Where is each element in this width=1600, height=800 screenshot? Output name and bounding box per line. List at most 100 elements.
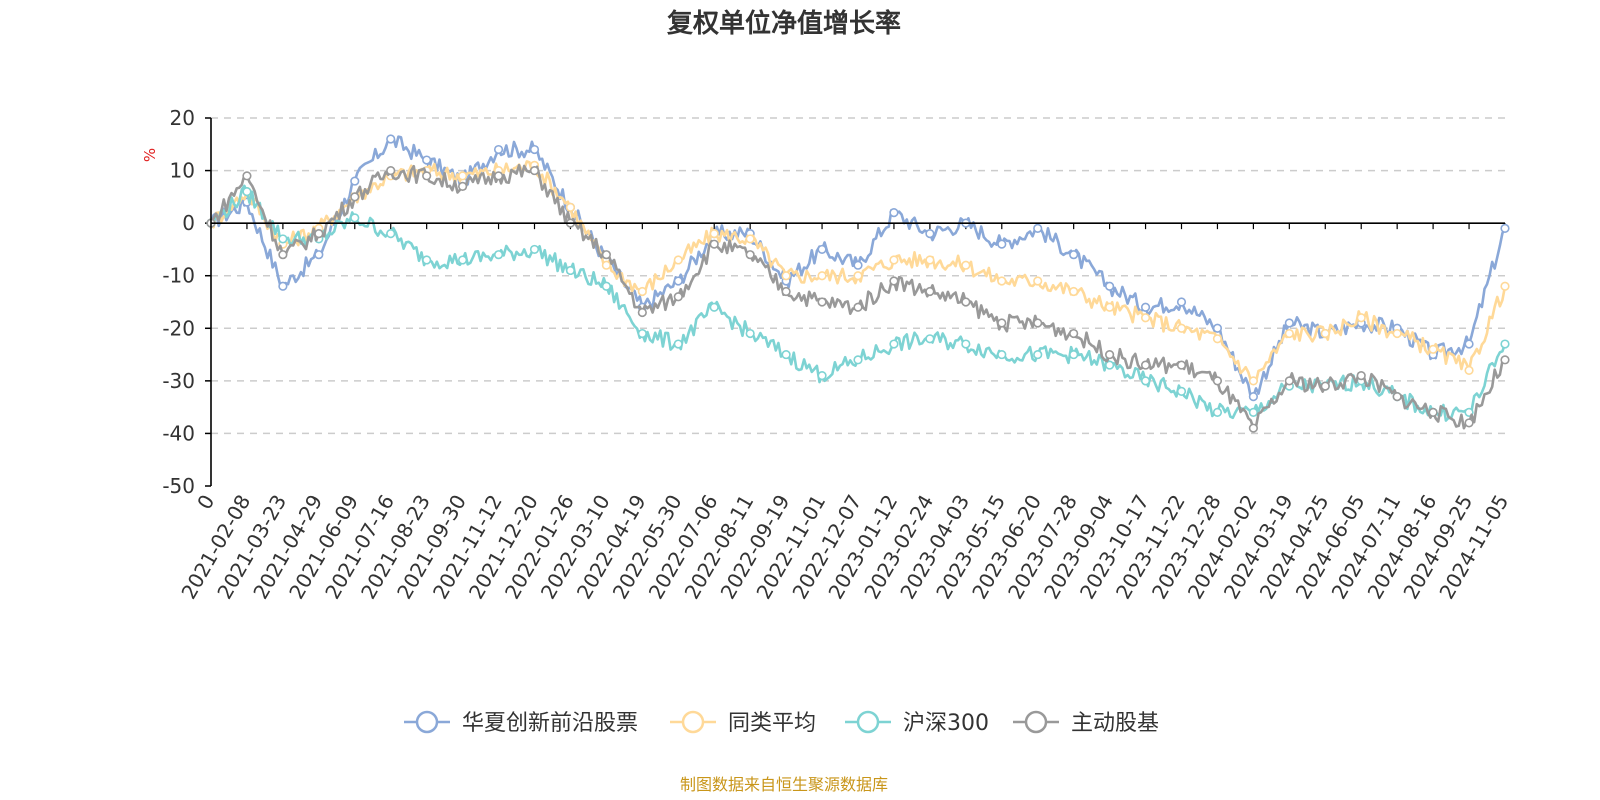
- data-point: [386, 165, 396, 176]
- data-point: [673, 339, 683, 349]
- data-point: [1033, 223, 1043, 233]
- data-point: [529, 165, 540, 176]
- data-point: [1248, 407, 1258, 418]
- data-point: [673, 292, 683, 302]
- data-point: [709, 229, 719, 239]
- data-point: [601, 250, 611, 260]
- y-tick-label: 10: [170, 159, 195, 183]
- data-point: [458, 181, 468, 191]
- data-point: [1212, 323, 1223, 333]
- legend: 华夏创新前沿股票 同类平均 沪深300 主动股基: [404, 710, 1159, 736]
- axes: [210, 118, 1505, 486]
- data-point: [278, 234, 288, 244]
- data-point: [853, 260, 863, 270]
- data-point: [1033, 276, 1043, 286]
- data-point: [1356, 371, 1366, 381]
- data-point: [1428, 407, 1438, 418]
- data-point: [1212, 407, 1223, 418]
- data-point: [637, 328, 647, 339]
- data-point: [1464, 418, 1474, 428]
- legend-label[interactable]: 同类平均: [728, 711, 816, 736]
- legend-swatch-marker: [856, 710, 880, 734]
- data-point: [1069, 250, 1079, 260]
- data-point: [1105, 349, 1115, 360]
- y-tick-label: -40: [162, 421, 195, 445]
- y-tick-label: -20: [162, 316, 195, 340]
- data-point: [709, 302, 719, 312]
- data-point: [1464, 339, 1474, 349]
- data-point: [422, 255, 432, 265]
- data-point: [961, 297, 971, 307]
- data-point: [1284, 328, 1294, 339]
- data-point: [1069, 286, 1079, 297]
- data-point: [1500, 339, 1510, 349]
- data-point: [493, 250, 504, 260]
- data-point: [386, 229, 396, 239]
- data-point: [781, 349, 791, 360]
- series-lines: [206, 134, 1510, 433]
- data-point: [1069, 349, 1079, 360]
- data-point: [458, 255, 468, 265]
- data-point: [817, 271, 827, 281]
- data-point: [565, 202, 576, 212]
- data-point: [997, 239, 1007, 249]
- data-point: [1176, 386, 1187, 396]
- data-point: [1428, 344, 1438, 354]
- data-point: [925, 286, 935, 297]
- data-point: [997, 318, 1007, 328]
- data-point: [1140, 313, 1151, 323]
- data-point: [350, 192, 360, 202]
- data-point: [1284, 318, 1294, 328]
- data-point: [1176, 323, 1187, 333]
- data-point: [1212, 376, 1223, 386]
- data-point: [278, 281, 288, 291]
- chart-title: 复权单位净值增长率: [667, 8, 901, 39]
- data-point: [422, 155, 432, 165]
- data-point: [1140, 376, 1151, 386]
- data-point: [961, 260, 971, 270]
- legend-label[interactable]: 主动股基: [1071, 711, 1159, 736]
- data-point: [529, 244, 540, 255]
- data-point: [889, 255, 899, 265]
- data-point: [817, 371, 827, 381]
- legend-swatch-marker: [681, 710, 705, 734]
- y-tick-label: 20: [170, 106, 195, 130]
- data-point: [601, 260, 611, 270]
- legend-swatch-marker: [1024, 710, 1048, 734]
- legend-label[interactable]: 华夏创新前沿股票: [462, 711, 638, 736]
- data-point: [637, 286, 647, 297]
- legend-swatch-marker: [415, 710, 439, 734]
- data-point: [493, 171, 504, 181]
- data-point: [853, 302, 863, 312]
- data-point: [1392, 328, 1402, 339]
- data-point: [745, 250, 755, 260]
- data-point: [1105, 281, 1115, 291]
- y-tick-label: 0: [182, 211, 195, 235]
- source-note: 制图数据来自恒生聚源数据库: [680, 775, 888, 794]
- data-point: [1105, 302, 1115, 312]
- data-point: [925, 229, 935, 239]
- data-point: [745, 234, 755, 244]
- legend-label[interactable]: 沪深300: [903, 711, 989, 736]
- data-point: [673, 255, 683, 265]
- x-tick-label: 0: [192, 491, 219, 514]
- data-point: [1176, 297, 1187, 307]
- data-point: [1248, 392, 1258, 402]
- data-point: [350, 213, 360, 223]
- data-point: [889, 276, 899, 286]
- data-point: [817, 244, 827, 255]
- data-point: [853, 355, 863, 365]
- data-point: [1069, 328, 1079, 339]
- data-point: [1212, 334, 1223, 344]
- data-point: [242, 187, 252, 197]
- data-point: [1105, 360, 1115, 370]
- data-point: [1320, 328, 1330, 339]
- data-point: [997, 349, 1007, 360]
- y-tick-label: -50: [162, 474, 195, 498]
- data-point: [529, 144, 540, 155]
- data-point: [673, 276, 683, 286]
- data-point: [1464, 365, 1474, 375]
- data-point: [745, 328, 755, 339]
- data-point: [1140, 360, 1151, 370]
